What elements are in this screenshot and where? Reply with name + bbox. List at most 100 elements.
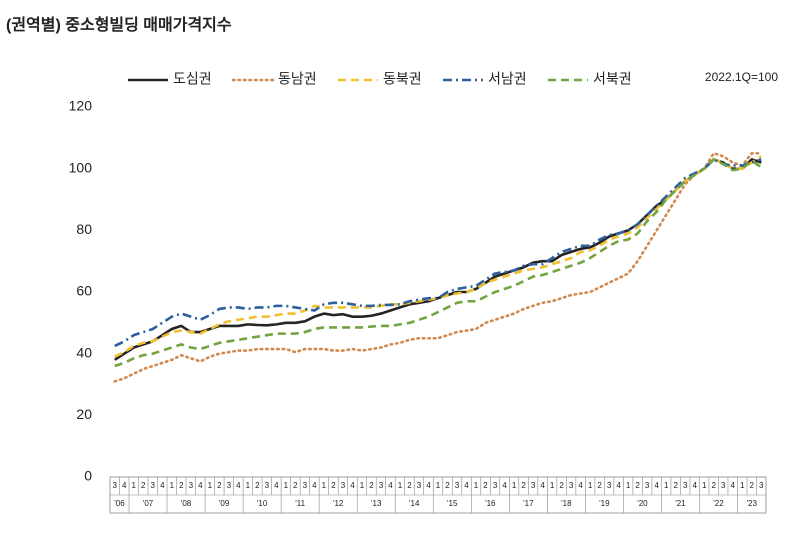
x-tick-label: 4: [312, 481, 317, 490]
x-tick-label: 2: [331, 481, 336, 490]
y-tick-label: 20: [76, 406, 92, 422]
year-label: '16: [485, 499, 496, 508]
x-tick-label: 4: [426, 481, 431, 490]
x-tick-label: 1: [246, 481, 251, 490]
x-tick-label: 3: [607, 481, 612, 490]
x-tick-label: 2: [179, 481, 184, 490]
x-tick-label: 1: [740, 481, 745, 490]
x-tick-label: 3: [189, 481, 194, 490]
x-tick-label: 4: [464, 481, 469, 490]
x-tick-label: 1: [664, 481, 669, 490]
x-tick-label: 4: [160, 481, 165, 490]
x-tick-label: 3: [265, 481, 270, 490]
year-label: '09: [219, 499, 230, 508]
x-tick-label: 3: [759, 481, 764, 490]
x-tick-label: 2: [597, 481, 602, 490]
y-tick-label: 80: [76, 221, 92, 237]
year-label: '17: [523, 499, 534, 508]
y-tick-label: 100: [69, 159, 93, 175]
x-tick-label: 2: [369, 481, 374, 490]
x-tick-label: 1: [436, 481, 441, 490]
x-tick-label: 2: [673, 481, 678, 490]
x-tick-label: 3: [113, 481, 118, 490]
year-label: '15: [447, 499, 458, 508]
x-tick-label: 2: [521, 481, 526, 490]
x-tick-label: 2: [293, 481, 298, 490]
series-line: [114, 158, 762, 368]
series-line: [114, 158, 762, 348]
x-tick-label: 4: [198, 481, 203, 490]
x-tick-label: 2: [559, 481, 564, 490]
x-tick-label: 3: [683, 481, 688, 490]
x-tick-label: 1: [284, 481, 289, 490]
x-tick-label: 3: [493, 481, 498, 490]
year-label: '06: [114, 499, 125, 508]
x-tick-label: 1: [208, 481, 213, 490]
year-label: '07: [143, 499, 154, 508]
x-tick-label: 4: [350, 481, 355, 490]
year-label: '20: [637, 499, 648, 508]
y-tick-label: 40: [76, 344, 92, 360]
series-line: [114, 158, 762, 361]
legend-label: 동남권: [278, 71, 317, 87]
note: 2022.1Q=100: [705, 70, 778, 84]
x-tick-label: 3: [379, 481, 384, 490]
x-tick-label: 4: [578, 481, 583, 490]
x-tick-label: 4: [540, 481, 545, 490]
legend-label: 서북권: [593, 71, 632, 87]
y-tick-label: 60: [76, 283, 92, 299]
year-label: '08: [181, 499, 192, 508]
x-tick-label: 2: [711, 481, 716, 490]
x-tick-label: 4: [730, 481, 735, 490]
x-tick-label: 1: [512, 481, 517, 490]
x-tick-label: 2: [483, 481, 488, 490]
year-label: '22: [713, 499, 724, 508]
year-label: '19: [599, 499, 610, 508]
year-label: '13: [371, 499, 382, 508]
x-tick-label: 3: [151, 481, 156, 490]
x-tick-label: 3: [569, 481, 574, 490]
series-line: [113, 151, 763, 383]
x-tick-label: 4: [388, 481, 393, 490]
x-tick-label: 2: [217, 481, 222, 490]
x-tick-label: 2: [255, 481, 260, 490]
year-label: '11: [295, 499, 305, 508]
chart-title: (권역별) 중소형빌딩 매매가격지수: [6, 15, 232, 34]
x-tick-label: 3: [303, 481, 308, 490]
legend-label: 도심권: [173, 71, 212, 87]
x-tick-label: 3: [417, 481, 422, 490]
series-line: [114, 155, 762, 358]
x-tick-label: 2: [445, 481, 450, 490]
x-tick-label: 4: [692, 481, 697, 490]
x-tick-label: 1: [474, 481, 479, 490]
y-tick-label: 120: [69, 98, 93, 114]
x-tick-label: 1: [398, 481, 403, 490]
year-label: '14: [409, 499, 420, 508]
legend-label: 동북권: [383, 71, 422, 87]
x-tick-label: 3: [455, 481, 460, 490]
x-tick-label: 3: [227, 481, 232, 490]
y-tick-label: 0: [84, 468, 92, 484]
x-tick-label: 1: [626, 481, 631, 490]
year-label: '18: [561, 499, 572, 508]
legend-label: 서남권: [488, 71, 527, 87]
x-tick-label: 1: [132, 481, 137, 490]
x-tick-label: 4: [236, 481, 241, 490]
x-tick-label: 1: [170, 481, 175, 490]
x-tick-label: 4: [616, 481, 621, 490]
x-tick-label: 1: [322, 481, 327, 490]
x-tick-label: 2: [141, 481, 146, 490]
x-tick-label: 1: [360, 481, 365, 490]
year-label: '12: [333, 499, 344, 508]
x-tick-label: 2: [407, 481, 412, 490]
x-tick-label: 3: [645, 481, 650, 490]
year-label: '21: [675, 499, 686, 508]
x-tick-label: 4: [122, 481, 127, 490]
x-tick-label: 3: [341, 481, 346, 490]
x-tick-label: 1: [588, 481, 593, 490]
year-label: '10: [257, 499, 268, 508]
x-tick-label: 2: [635, 481, 640, 490]
year-label: '23: [747, 499, 758, 508]
x-tick-label: 4: [502, 481, 507, 490]
